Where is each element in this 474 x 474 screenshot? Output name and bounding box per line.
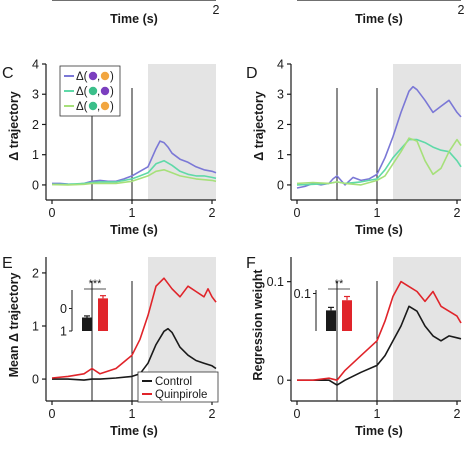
y-tick-label: 0 [32, 178, 39, 192]
shaded-window [148, 64, 216, 200]
y-axis-label: Regression weight [251, 269, 265, 381]
y-tick-label: 4 [277, 58, 284, 72]
legend-label: Control [155, 376, 192, 388]
x-axis-label: Time (s) [110, 424, 158, 438]
y-tick-label: 0.1 [267, 275, 284, 289]
y-axis-label: Mean Δ trajectory [7, 273, 21, 378]
significance-stars: ** [335, 278, 344, 290]
x-tick-label: 0 [49, 206, 56, 220]
y-tick-label: 2 [32, 118, 39, 132]
legend-dot [88, 71, 98, 81]
x-tick-label: 2 [454, 206, 461, 220]
x-axis-label: Time (s) [110, 223, 158, 237]
legend-label: Δ( [76, 86, 88, 98]
x-axis-label: Time (s) [355, 424, 403, 438]
panel-label-e: E [2, 255, 13, 272]
panel-d: 0 1 2 0 1 2 3 4 Time (s) Δ trajectory [252, 58, 462, 237]
panel-label-c: C [2, 65, 14, 82]
legend-dot [88, 101, 98, 111]
legend-close-paren: ) [110, 71, 114, 83]
inset-y-tick-label: 0.1 [294, 287, 311, 301]
legend-comma: , [97, 86, 100, 98]
y-tick-label: 1 [32, 320, 39, 334]
legend-close-paren: ) [110, 86, 114, 98]
legend-box [137, 371, 219, 403]
top-right-x-label: Time (s) [355, 12, 403, 26]
legend-label: Quinpirole [155, 389, 207, 401]
y-tick-label: 0 [277, 178, 284, 192]
x-tick-label: 0 [49, 407, 56, 421]
y-tick-label: 1 [277, 148, 284, 162]
x-tick-label: 1 [129, 407, 136, 421]
significance-stars: *** [89, 278, 103, 290]
series-line [52, 327, 217, 381]
y-tick-label: 2 [32, 266, 39, 280]
y-axis-label: Δ trajectory [252, 91, 266, 160]
y-tick-label: 3 [277, 88, 284, 102]
legend-dot [100, 86, 110, 96]
inset-bar [342, 300, 352, 331]
panel-e: 0 1 2 0 1 2 Time (s) Mean Δ trajectory ControlQu… [7, 257, 219, 438]
series-line [296, 137, 462, 186]
inset-y-tick-label: 1 [60, 325, 67, 339]
x-tick-label: 0 [294, 206, 301, 220]
x-tick-label: 0 [294, 407, 301, 421]
x-tick-label: 1 [374, 407, 381, 421]
y-tick-label: 0 [277, 374, 284, 388]
inset-bar [98, 298, 108, 331]
series-line [297, 305, 462, 386]
y-tick-label: 0 [32, 373, 39, 387]
series-line [51, 277, 217, 379]
x-axis-label: Time (s) [355, 223, 403, 237]
top-left-tick-label: 2 [213, 3, 220, 17]
legend-label: Δ( [76, 71, 88, 83]
legend-dot [88, 86, 98, 96]
inset-y-tick-label: 0 [60, 302, 67, 316]
legend-close-paren: ) [110, 101, 114, 113]
x-tick-label: 2 [209, 407, 216, 421]
top-right-tick-label: 2 [458, 3, 465, 17]
inset-bar [326, 310, 336, 331]
legend-comma: , [97, 71, 100, 83]
top-left-x-label: Time (s) [110, 12, 158, 26]
y-tick-label: 1 [32, 148, 39, 162]
legend-dot [100, 101, 110, 111]
y-tick-label: 2 [277, 118, 284, 132]
y-axis-label: Δ trajectory [7, 91, 21, 160]
x-tick-label: 2 [454, 407, 461, 421]
series-line [297, 280, 462, 382]
series-line [52, 159, 217, 186]
panel-c: 0 1 2 0 1 2 3 4 Time (s) Δ trajectory Δ(,) Δ(,) Δ(,) [7, 58, 217, 237]
legend-comma: , [97, 101, 100, 113]
panel-label-d: D [246, 65, 258, 82]
y-tick-label: 4 [32, 58, 39, 72]
series-line [51, 169, 217, 186]
panel-label-f: F [246, 255, 256, 272]
legend-label: Δ( [76, 101, 88, 113]
shaded-window [393, 64, 461, 200]
x-tick-label: 2 [209, 206, 216, 220]
x-tick-label: 1 [129, 206, 136, 220]
inset-bar [82, 317, 92, 331]
legend-dot [100, 71, 110, 81]
x-tick-label: 1 [374, 206, 381, 220]
y-tick-label: 3 [32, 88, 39, 102]
